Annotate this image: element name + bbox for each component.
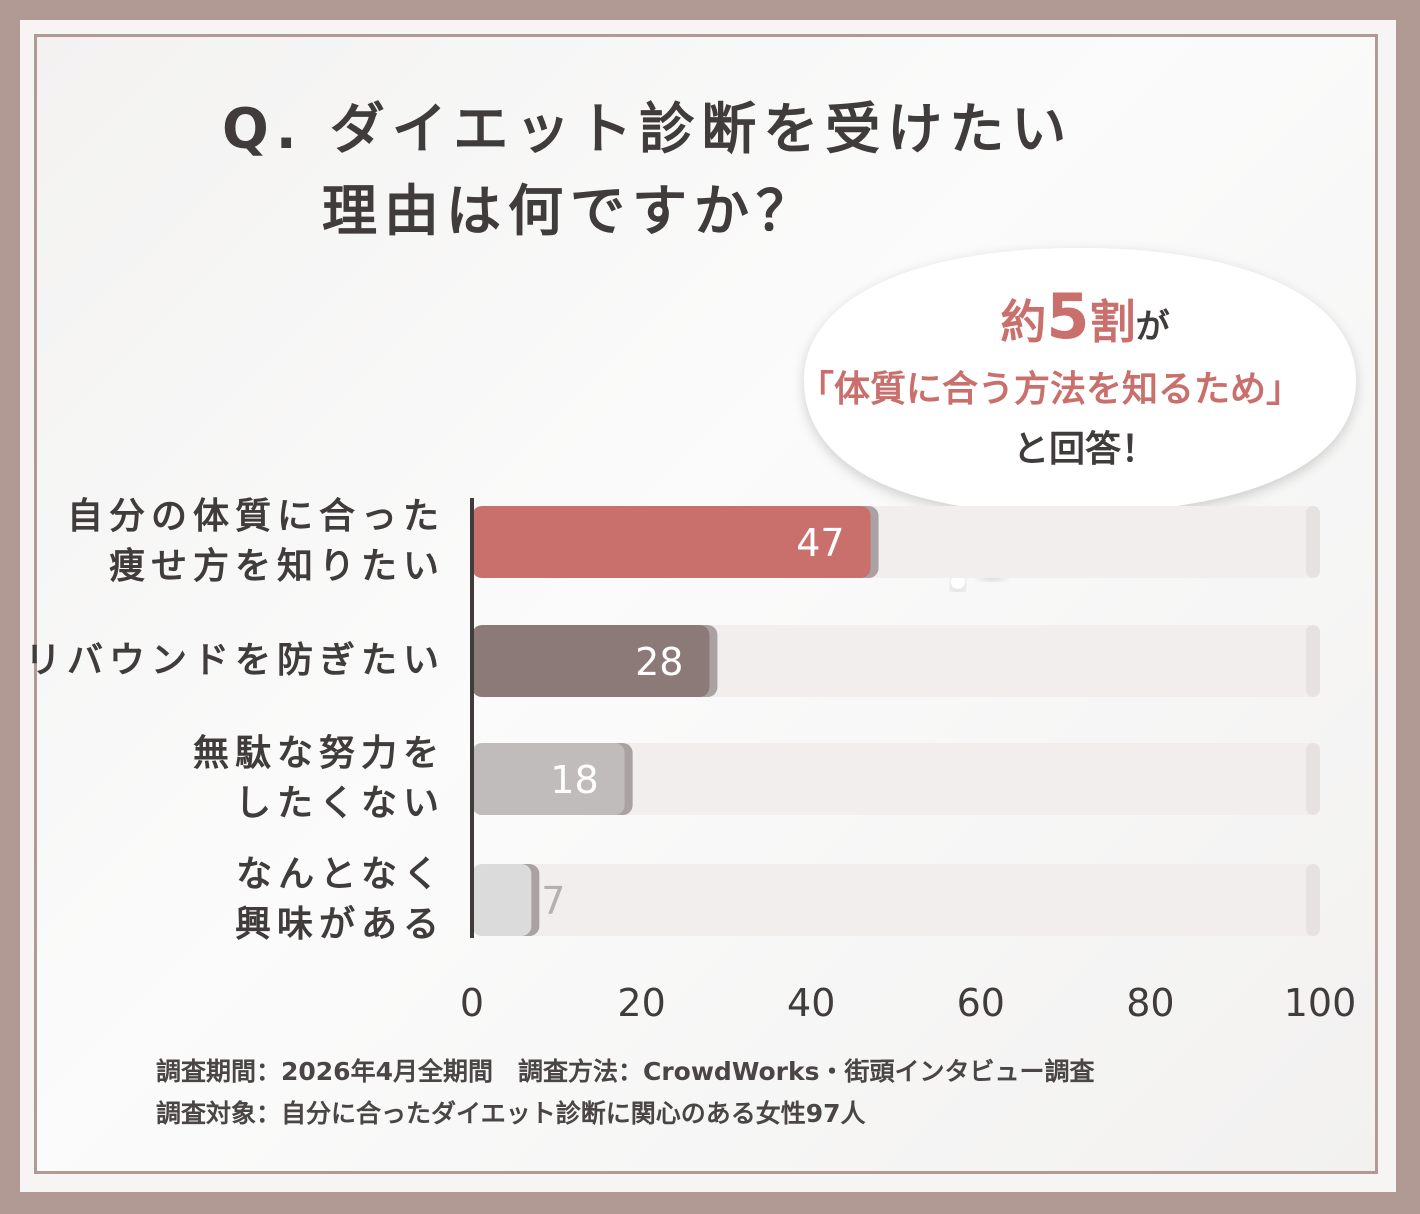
bar xyxy=(472,625,710,697)
bar xyxy=(472,864,532,936)
category-label-line: なんとなく xyxy=(236,854,445,895)
bar xyxy=(472,743,625,815)
question-title-line1: Q. ダイエット診断を受けたい xyxy=(222,97,1074,161)
x-tick-label: 40 xyxy=(787,981,835,1025)
callout-ga: が xyxy=(1135,307,1170,347)
question-title-line2: 理由は何ですか？ xyxy=(322,179,819,243)
category-label-line: したくない xyxy=(234,783,445,824)
callout-headline: 約5割が xyxy=(940,280,1230,353)
category-label: 自分の体質に合った痩せ方を知りたい xyxy=(67,492,445,592)
bar-track xyxy=(472,864,1320,936)
callout-yaku: 約 xyxy=(1000,295,1047,349)
category-label-line: 痩せ方を知りたい xyxy=(108,546,445,587)
bar-track-end xyxy=(1306,625,1320,697)
inner-border xyxy=(34,34,1378,1174)
bar-track-end xyxy=(1306,864,1320,936)
category-label-line: 興味がある xyxy=(234,904,445,945)
callout-reason: 「体質に合う方法を知るため」 xyxy=(797,369,1302,410)
bar-value-label: 47 xyxy=(796,521,844,565)
bar-value-label: 18 xyxy=(550,758,598,802)
category-label: リバウンドを防ぎたい xyxy=(25,636,445,686)
callout-five: 5 xyxy=(1046,280,1090,353)
x-tick-label: 100 xyxy=(1284,981,1357,1025)
category-label: 無駄な努力をしたくない xyxy=(193,729,445,829)
category-label: なんとなく興味がある xyxy=(235,850,445,950)
survey-period-method: 調査期間：2026年4月全期間 調査方法：CrowdWorks・街頭インタビュー… xyxy=(156,1057,1095,1086)
bubble-dot-small xyxy=(951,575,965,589)
bar-value-label: 28 xyxy=(635,640,683,684)
bar-track-end xyxy=(1306,506,1320,578)
x-tick-label: 80 xyxy=(1126,981,1174,1025)
x-tick-label: 0 xyxy=(460,981,484,1025)
category-label-line: 無駄な努力を xyxy=(192,733,445,774)
bar-track-end xyxy=(1306,743,1320,815)
x-tick-label: 20 xyxy=(617,981,665,1025)
callout-answer: と回答！ xyxy=(1012,429,1157,470)
bar-track xyxy=(472,743,1320,815)
speech-bubble-shape xyxy=(804,248,1356,540)
x-tick-label: 60 xyxy=(957,981,1005,1025)
survey-target: 調査対象：自分に合ったダイエット診断に関心のある女性97人 xyxy=(156,1099,866,1128)
bar xyxy=(472,506,871,578)
category-label-line: リバウンドを防ぎたい xyxy=(24,640,445,681)
infographic-frame xyxy=(20,20,1396,1192)
callout-wari: 割 xyxy=(1089,295,1136,349)
category-label-line: 自分の体質に合った xyxy=(66,496,445,537)
bar-value-label: 7 xyxy=(541,879,565,923)
